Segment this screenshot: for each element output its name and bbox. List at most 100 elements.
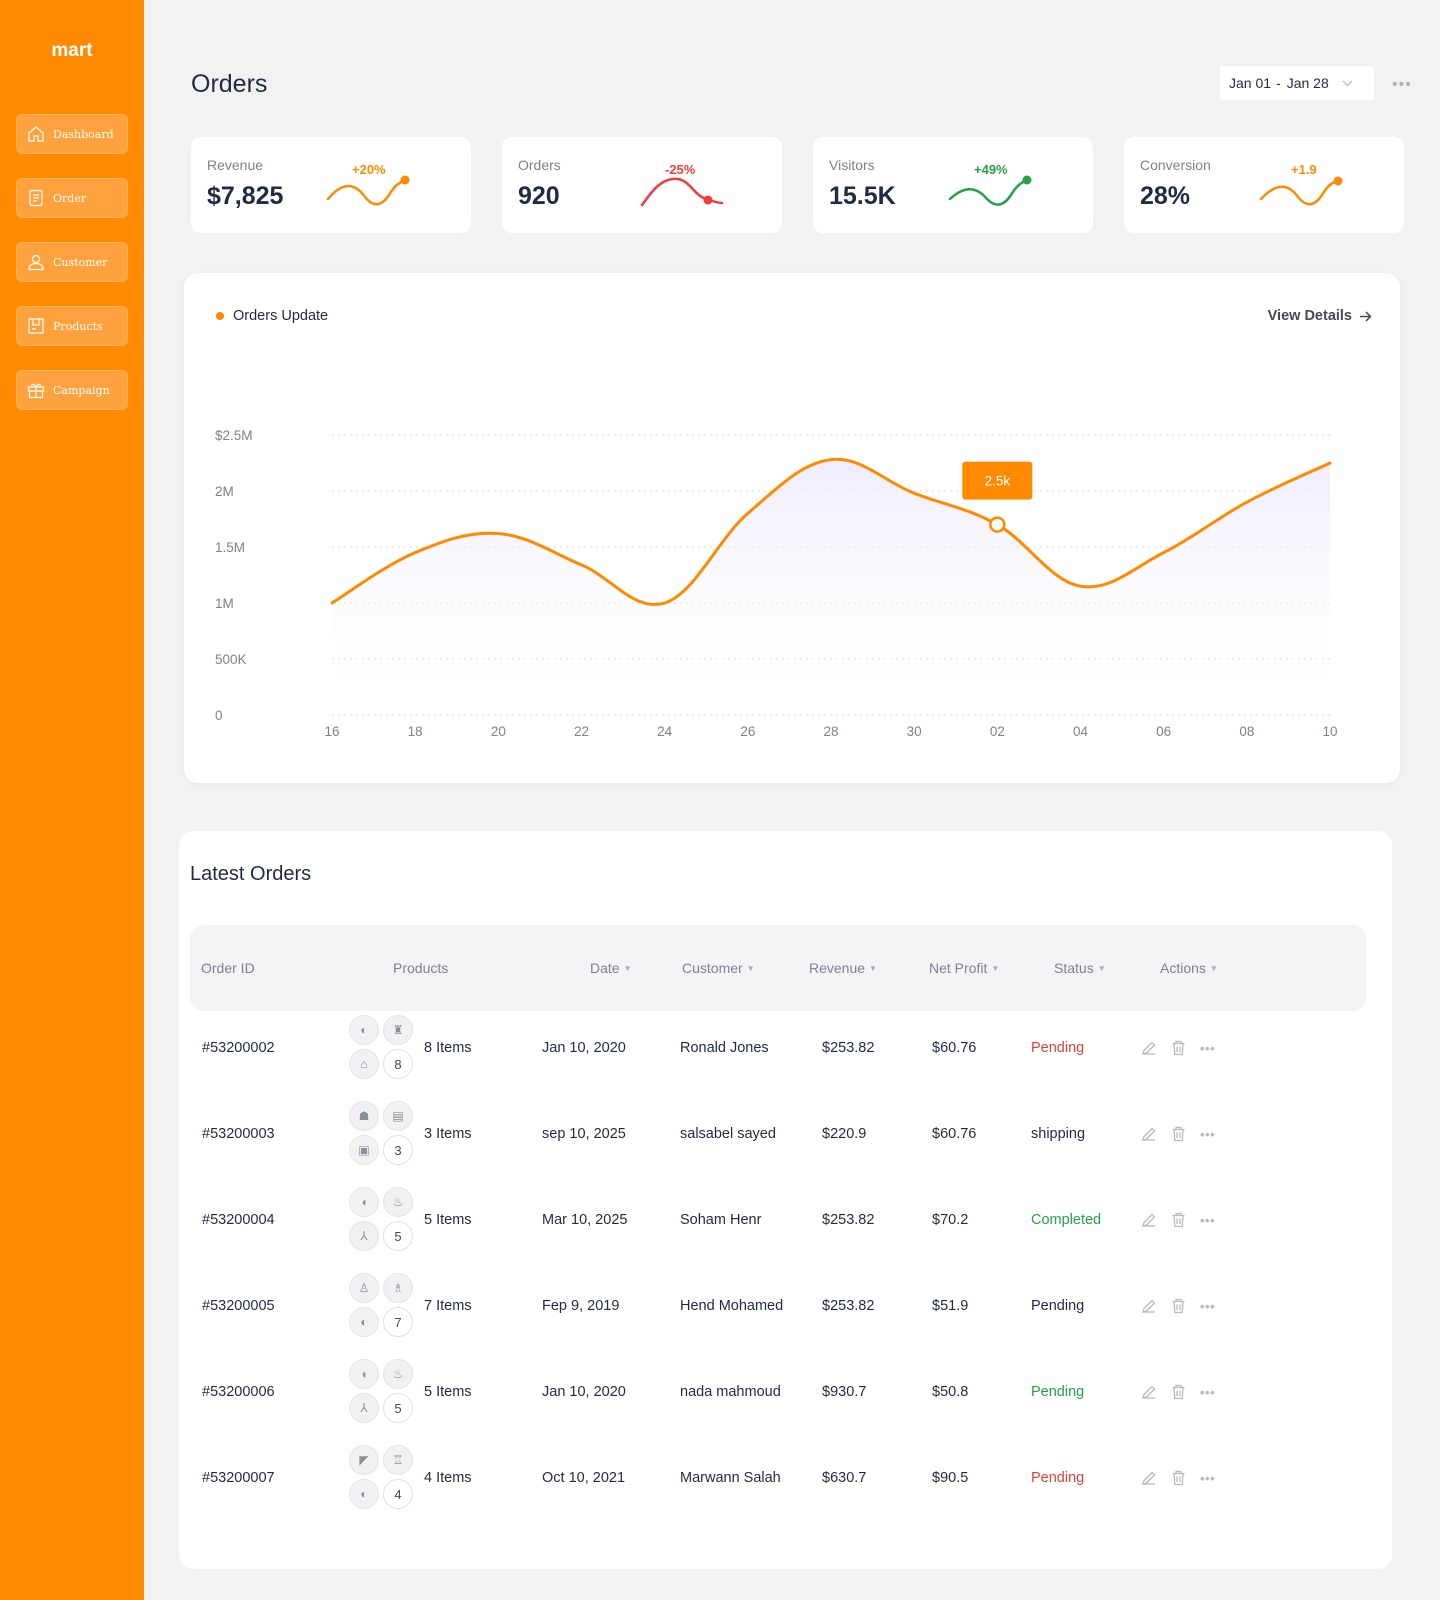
stat-label: Orders bbox=[518, 157, 561, 173]
status-badge: Pending bbox=[1031, 1384, 1085, 1400]
customer-name: Marwann Salah bbox=[680, 1470, 781, 1486]
status-badge: Pending bbox=[1031, 1470, 1085, 1486]
table-row[interactable]: #53200002 ◐ ♜ ⌂ 8 8 Items Jan 10, 2020 Ronald J… bbox=[179, 1004, 1392, 1092]
order-id[interactable]: #53200007 bbox=[202, 1470, 275, 1486]
items-count: 5 Items bbox=[424, 1212, 472, 1228]
more-actions-icon[interactable]: ••• bbox=[1200, 1470, 1216, 1486]
items-count: 7 Items bbox=[424, 1298, 472, 1314]
edit-button[interactable] bbox=[1141, 1384, 1157, 1400]
table-row[interactable]: #53200007 ◤ ♖ ◐ 4 4 Items Oct 10, 2021 Marwann … bbox=[179, 1434, 1392, 1522]
stat-value: 28% bbox=[1140, 182, 1191, 210]
edit-button[interactable] bbox=[1141, 1470, 1157, 1486]
table-row[interactable]: #53200004 ◖ ♨ ⅄ 5 5 Items Mar 10, 2025 Soham He… bbox=[179, 1176, 1392, 1264]
stat-label: Revenue bbox=[207, 157, 264, 173]
edit-icon bbox=[1142, 1385, 1156, 1399]
table-header: Order ID Products Date ▼ Customer ▼ Revenu… bbox=[190, 925, 1366, 1011]
product-thumbnail-icon: ◖ bbox=[349, 1187, 379, 1217]
edit-icon bbox=[1142, 1299, 1156, 1313]
box-icon bbox=[28, 318, 44, 334]
order-id[interactable]: #53200002 bbox=[202, 1040, 275, 1056]
delete-button[interactable] bbox=[1171, 1126, 1186, 1142]
stat-value: $7,825 bbox=[207, 182, 284, 210]
delete-button[interactable] bbox=[1171, 1384, 1186, 1400]
sidebar-item-order[interactable]: Order bbox=[16, 178, 128, 218]
stat-label: Conversion bbox=[1140, 157, 1211, 173]
stat-change: +20% bbox=[352, 162, 386, 177]
date-range-picker[interactable]: Jan 01 - Jan 28 bbox=[1220, 66, 1374, 100]
column-header-revenue[interactable]: Revenue ▼ bbox=[809, 925, 877, 1011]
table-row[interactable]: #53200005 ♙ ♗ ◐ 7 7 Items Fep 9, 2019 Hend Moha… bbox=[179, 1262, 1392, 1350]
tooltip-label: 2.5k bbox=[985, 474, 1011, 489]
sidebar-item-campaign[interactable]: Campaign bbox=[16, 370, 128, 410]
trash-icon bbox=[1172, 1040, 1185, 1056]
more-options-icon[interactable]: ••• bbox=[1392, 76, 1412, 93]
y-tick-label: 500K bbox=[215, 652, 247, 667]
table-row[interactable]: #53200003 ☗ ▤ ▣ 3 3 Items sep 10, 2025 salsabel… bbox=[179, 1090, 1392, 1178]
column-header-date[interactable]: Date ▼ bbox=[590, 925, 632, 1011]
x-tick-label: 10 bbox=[1322, 724, 1337, 739]
order-id[interactable]: #53200006 bbox=[202, 1384, 275, 1400]
x-tick-label: 26 bbox=[740, 724, 755, 739]
table-row[interactable]: #53200006 ◖ ♨ ⅄ 5 5 Items Jan 10, 2020 nada mah… bbox=[179, 1348, 1392, 1436]
sidebar-item-label: Dashboard bbox=[53, 127, 114, 141]
edit-button[interactable] bbox=[1141, 1126, 1157, 1142]
trash-icon bbox=[1172, 1298, 1185, 1314]
product-thumbnail-icon: ♨ bbox=[383, 1187, 413, 1217]
delete-button[interactable] bbox=[1171, 1040, 1186, 1056]
delete-button[interactable] bbox=[1171, 1298, 1186, 1314]
order-id[interactable]: #53200004 bbox=[202, 1212, 275, 1228]
order-date: Oct 10, 2021 bbox=[542, 1470, 626, 1486]
revenue-value: $253.82 bbox=[822, 1298, 875, 1314]
delete-button[interactable] bbox=[1171, 1212, 1186, 1228]
more-actions-icon[interactable]: ••• bbox=[1200, 1212, 1216, 1228]
edit-button[interactable] bbox=[1141, 1040, 1157, 1056]
stat-change: +1.9 bbox=[1291, 162, 1317, 177]
edit-button[interactable] bbox=[1141, 1298, 1157, 1314]
sidebar-item-products[interactable]: Products bbox=[16, 306, 128, 346]
more-products-count: 7 bbox=[383, 1307, 413, 1337]
stat-card-conversion: Conversion 28% +1.9 bbox=[1124, 137, 1404, 233]
sidebar-item-dashboard[interactable]: Dashboard bbox=[16, 114, 128, 154]
status-badge: Pending bbox=[1031, 1298, 1085, 1314]
order-date: Jan 10, 2020 bbox=[542, 1040, 626, 1056]
x-tick-label: 30 bbox=[907, 724, 922, 739]
sort-caret-icon: ▼ bbox=[746, 964, 755, 973]
series-area bbox=[332, 459, 1330, 715]
x-tick-label: 22 bbox=[574, 724, 589, 739]
trash-icon bbox=[1172, 1126, 1185, 1142]
column-header-net-profit[interactable]: Net Profit ▼ bbox=[929, 925, 999, 1011]
sort-caret-icon: ▼ bbox=[991, 964, 1000, 973]
order-id[interactable]: #53200005 bbox=[202, 1298, 275, 1314]
customer-name: Ronald Jones bbox=[680, 1040, 769, 1056]
column-header-actions[interactable]: Actions ▼ bbox=[1160, 925, 1218, 1011]
chart-title-text: Orders Update bbox=[233, 308, 329, 324]
x-tick-label: 28 bbox=[823, 724, 838, 739]
sidebar-item-customer[interactable]: Customer bbox=[16, 242, 128, 282]
chevron-down-icon bbox=[1342, 80, 1353, 86]
user-icon bbox=[28, 254, 44, 271]
order-id[interactable]: #53200003 bbox=[202, 1126, 275, 1142]
view-details-link[interactable]: View Details bbox=[1268, 308, 1372, 324]
highlight-point[interactable] bbox=[989, 516, 1006, 533]
latest-orders-panel: Latest Orders Order ID Products Date ▼ Cu… bbox=[179, 831, 1392, 1569]
column-header-status[interactable]: Status ▼ bbox=[1054, 925, 1106, 1011]
revenue-value: $253.82 bbox=[822, 1212, 875, 1228]
more-products-count: 4 bbox=[383, 1479, 413, 1509]
column-header-customer[interactable]: Customer ▼ bbox=[682, 925, 755, 1011]
net-profit-value: $50.8 bbox=[932, 1384, 969, 1400]
net-profit-value: $90.5 bbox=[932, 1470, 969, 1486]
stat-card-visitors: Visitors 15.5K +49% bbox=[813, 137, 1093, 233]
more-actions-icon[interactable]: ••• bbox=[1200, 1040, 1216, 1056]
more-actions-icon[interactable]: ••• bbox=[1200, 1126, 1216, 1142]
trash-icon bbox=[1172, 1212, 1185, 1228]
delete-button[interactable] bbox=[1171, 1470, 1186, 1486]
row-actions: ••• bbox=[1141, 1298, 1229, 1314]
edit-button[interactable] bbox=[1141, 1212, 1157, 1228]
sparkline-icon bbox=[1259, 176, 1343, 206]
more-actions-icon[interactable]: ••• bbox=[1200, 1298, 1216, 1314]
product-thumbnail-icon: ◐ bbox=[349, 1307, 379, 1337]
product-thumbnails: ◖ ♨ ⅄ 5 bbox=[349, 1359, 415, 1425]
product-thumbnails: ♙ ♗ ◐ 7 bbox=[349, 1273, 415, 1339]
row-actions: ••• bbox=[1141, 1126, 1229, 1142]
more-actions-icon[interactable]: ••• bbox=[1200, 1384, 1216, 1400]
